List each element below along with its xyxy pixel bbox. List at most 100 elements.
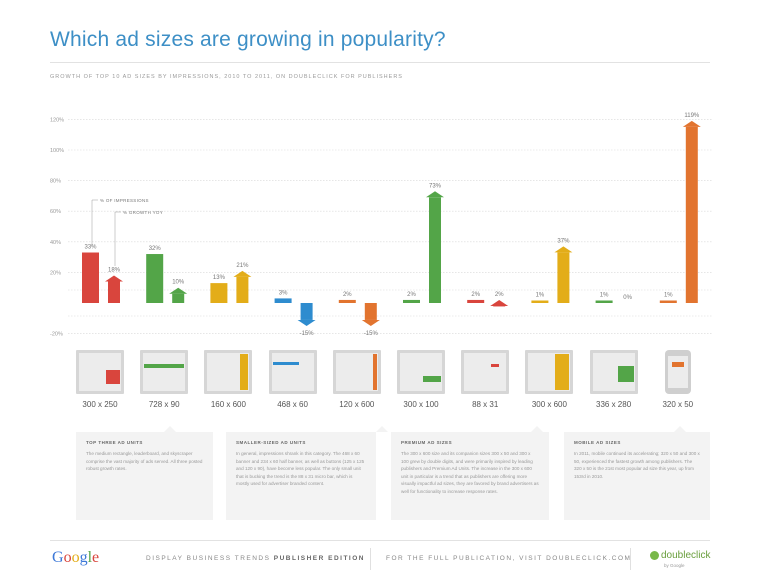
description-body: In general, impressions shrank in this c… [236,451,365,486]
growth-arrow-body [429,197,441,303]
thumbnail-ad-highlight [671,362,684,367]
thumbnail-ad-highlight [272,362,299,365]
google-logo: Google [52,549,99,567]
share-bar [274,298,292,303]
ad-size-thumbnail [76,350,124,394]
thumbnail-ad-highlight [423,376,441,382]
thumbnail-page [143,353,186,391]
footer-edition-bold: PUBLISHER EDITION [273,555,365,562]
doubleclick-logo: doubleclick by Google [650,549,710,575]
description-body: The 300 x 600 size and its companion siz… [401,451,539,494]
ad-size-label: 120 x 600 [339,400,375,409]
description-heading: Premium ad sizes [401,440,453,445]
ad-size-label: 88 x 31 [472,400,499,409]
doubleclick-logo-icon [650,551,659,560]
share-bar [595,300,613,303]
growth-arrow-body [108,281,120,303]
share-value-label: 1% [664,293,673,299]
ad-size-label: 300 x 100 [403,400,439,409]
description-heading: Smaller-sized ad units [236,440,306,445]
ad-size-thumbnail [461,350,510,394]
growth-value-label: -15% [364,331,379,337]
legend-label: % OF IMPRESSIONS [100,198,149,203]
y-tick-label: 120% [50,117,64,123]
ad-size-label: 336 x 280 [596,400,632,409]
growth-value-label: 2% [495,292,504,298]
google-logo-letter: l [87,549,93,566]
growth-arrow-head [554,246,573,253]
growth-value-label: 18% [108,267,121,273]
ad-size-thumbnail [204,350,253,394]
growth-arrow-head [426,191,444,198]
ad-size-label: 300 x 250 [82,400,118,409]
share-value-label: 2% [471,292,480,298]
description-body: The medium rectangle, leaderboard, and s… [86,451,203,471]
share-bar [338,299,356,303]
thumbnail-ad-highlight [555,354,570,390]
description-body: In 2011, mobile continued its accelerati… [574,451,700,479]
share-value-label: 2% [407,292,416,298]
description-top-three: Top three ad units The medium rectangle,… [76,426,213,520]
growth-arrow-head [361,319,380,326]
ad-size-thumbnail [664,350,691,394]
growth-arrow-body [364,303,377,320]
share-value-label: 13% [213,275,226,281]
footer-separator [630,548,631,570]
description-mobile: Mobile ad sizes In 2011, mobile continue… [564,426,710,520]
google-logo-letter: e [92,549,100,566]
y-tick-label: -20% [50,332,63,338]
ad-size-label: 468 x 60 [277,400,308,409]
thumbnail-page [464,353,507,391]
growth-arrow-body [172,293,185,303]
page-title: Which ad sizes are growing in popularity… [50,28,446,51]
ad-size-thumbnail [525,350,574,394]
footer-separator [370,548,371,570]
growth-arrow-head [169,287,188,294]
ad-size-thumbnails: 300 x 250 728 x 90 160 x 600 468 x 60 120 x … [0,350,759,410]
growth-arrow-head [490,299,509,306]
share-bar [403,299,420,303]
growth-value-label: 73% [429,183,442,189]
title-divider [50,62,710,63]
google-logo-letter: o [63,549,72,566]
growth-value-label: -15% [300,331,315,337]
thumbnail-page [667,356,688,388]
growth-value-label: 21% [236,263,249,269]
thumbnail-ad-highlight [106,370,120,384]
description-heading: Top three ad units [86,440,143,445]
y-tick-label: 40% [50,240,61,246]
growth-arrow-head [297,319,316,326]
footer-cta: FOR THE FULL PUBLICATION, VISIT DOUBLECL… [386,555,632,562]
share-bar [659,300,677,303]
share-value-label: 3% [279,290,288,296]
thumbnail-ad-highlight [617,366,634,382]
footer-divider [50,540,710,541]
growth-value-label: 37% [557,238,570,244]
share-value-label: 32% [149,246,162,252]
y-tick-label: 100% [50,148,64,154]
doubleclick-wordmark: doubleclick [661,550,711,561]
share-bar [531,300,549,303]
ad-size-label: 728 x 90 [148,400,180,409]
thumbnail-ad-highlight [240,354,249,390]
growth-arrow-head [105,275,123,282]
google-logo-letter: G [52,549,64,566]
description-smaller-sized: Smaller-sized ad units In general, impre… [226,426,388,520]
ad-size-label: 160 x 600 [210,400,246,409]
growth-arrow-body [300,303,313,320]
share-value-label: 2% [343,292,352,298]
google-logo-letter: g [79,549,88,566]
description-premium: Premium ad sizes The 300 x 600 size and … [391,426,549,520]
thumbnail-ad-highlight [372,354,377,390]
google-logo-letter: o [71,549,80,566]
thumbnail-ad-highlight [144,364,185,368]
share-value-label: 1% [536,293,545,299]
share-value-label: 33% [84,245,97,251]
ad-size-thumbnail [268,350,317,394]
growth-value-label: 10% [172,280,185,286]
growth-value-label: 119% [684,113,700,119]
ad-size-thumbnail [397,350,445,394]
growth-arrow-body [236,276,249,303]
chart-subtitle: Growth of top 10 ad sizes by impressions… [50,74,403,80]
growth-arrow-head [682,120,701,127]
